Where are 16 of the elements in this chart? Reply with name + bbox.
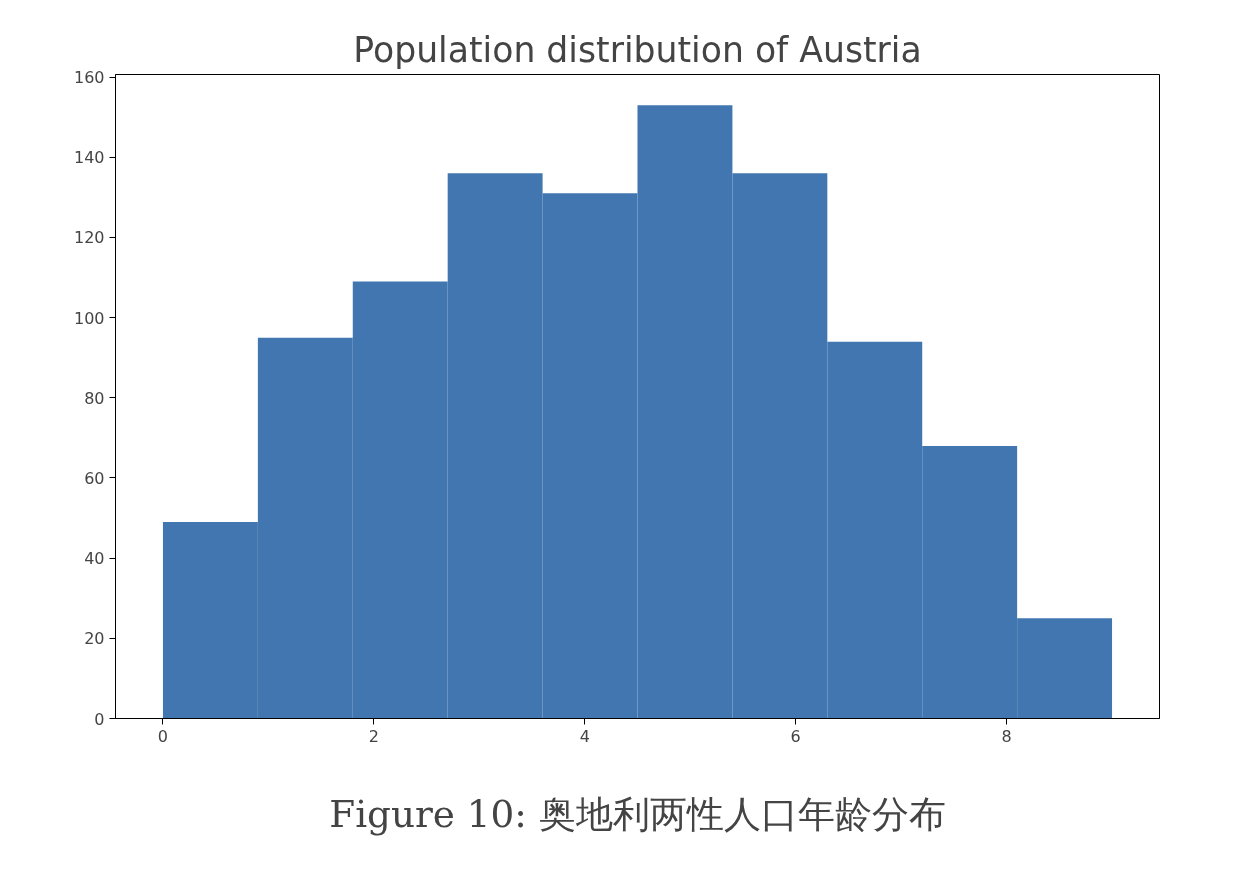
y-tick-label: 40 xyxy=(84,549,105,569)
y-tick-label: 60 xyxy=(84,468,105,488)
y-tick-label: 140 xyxy=(73,148,105,168)
x-tick-label: 0 xyxy=(157,726,169,746)
x-tick-label: 4 xyxy=(579,726,590,746)
x-tick-label: 6 xyxy=(790,726,801,746)
caption: Figure 10: 奥地利两性人口年龄分布 xyxy=(329,791,946,836)
x-tick-label: 2 xyxy=(368,726,379,746)
y-tick-label: 0 xyxy=(94,709,105,729)
y-tick-label: 120 xyxy=(73,228,105,248)
chart-title: Population distribution of Austria xyxy=(353,29,922,70)
y-tick-label: 20 xyxy=(84,629,105,649)
y-tick-label: 100 xyxy=(73,308,105,328)
y-tick-label: 160 xyxy=(73,68,105,88)
x-tick-label: 8 xyxy=(1001,726,1012,746)
y-tick-label: 80 xyxy=(84,388,105,408)
